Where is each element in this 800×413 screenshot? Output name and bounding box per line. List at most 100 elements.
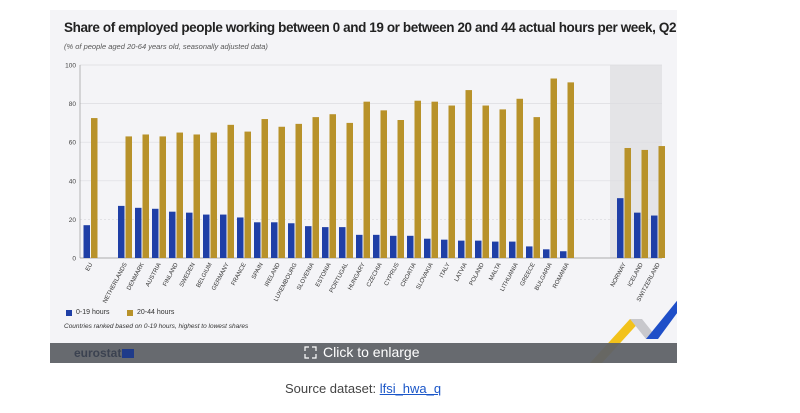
legend-label: 20-44 hours [137, 309, 175, 316]
bar-0-19 [220, 214, 227, 258]
x-tick-label: GREECE [520, 262, 537, 287]
legend-label: 0-19 hours [76, 309, 110, 316]
bar-0-19 [560, 251, 567, 258]
legend-item-20-44: 20-44 hours [127, 309, 174, 316]
bar-20-44 [414, 100, 421, 258]
bar-20-44 [227, 124, 234, 258]
x-tick-label: IRELAND [264, 262, 282, 288]
x-tick-label: FINLAND [162, 262, 180, 288]
bar-20-44 [210, 132, 217, 258]
bar-0-19 [305, 226, 312, 258]
bar-20-44 [193, 134, 200, 258]
bar-20-44 [516, 98, 523, 259]
bar-0-19 [118, 205, 125, 258]
bar-0-19 [651, 215, 658, 258]
bar-20-44 [363, 101, 370, 258]
bar-0-19 [475, 240, 482, 258]
x-tick-label: CYPRUS [384, 262, 401, 287]
bar-20-44 [312, 117, 319, 258]
bar-20-44 [380, 110, 387, 258]
bar-20-44 [244, 131, 251, 258]
chart-subtitle: (% of people aged 20-64 years old, seaso… [64, 42, 268, 51]
bar-0-19 [339, 227, 346, 258]
x-tick-label: ICELAND [627, 262, 645, 288]
bar-0-19 [634, 212, 641, 258]
x-tick-label: AUSTRIA [145, 262, 163, 288]
bar-20-44 [641, 149, 648, 258]
chart-note: Countries ranked based on 0-19 hours, hi… [64, 323, 249, 330]
y-tick-label: 40 [69, 178, 77, 185]
x-tick-label: SLOVENIA [296, 262, 315, 291]
bar-20-44 [624, 147, 631, 258]
bar-20-44 [567, 82, 574, 259]
y-tick-label: 100 [65, 63, 76, 70]
bar-0-19 [407, 235, 414, 258]
bar-20-44 [278, 126, 285, 258]
bar-0-19 [617, 198, 624, 258]
legend-swatch [127, 309, 133, 316]
x-tick-label: ESTONIA [315, 262, 333, 288]
bar-0-19 [441, 239, 448, 258]
bar-20-44 [91, 118, 98, 258]
bar-0-19 [424, 238, 431, 258]
eurostat-logo: eurostat [74, 346, 135, 360]
x-tick-label: LITHUANIA [500, 262, 520, 292]
x-tick-label: ROMANIA [552, 262, 570, 290]
bar-20-44 [448, 105, 455, 258]
chart-image[interactable]: Share of employed people working between… [50, 10, 677, 363]
y-tick-label: 60 [69, 140, 77, 147]
bar-0-19 [237, 217, 244, 258]
bar-0-19 [271, 222, 278, 258]
bar-20-44 [142, 134, 149, 258]
x-tick-label: CROATIA [400, 262, 418, 288]
x-tick-label: MALTA [488, 262, 502, 282]
bar-0-19 [254, 222, 261, 258]
x-tick-label: CZECHIA [366, 262, 384, 288]
x-tick-label: BELGIUM [196, 262, 214, 289]
x-tick-label: SLOVAKIA [416, 262, 435, 291]
bar-20-44 [346, 122, 353, 259]
bar-0-19 [356, 234, 363, 258]
eu-flag-icon [122, 348, 135, 358]
bar-0-19 [203, 214, 210, 258]
bar-0-19 [458, 240, 465, 258]
enlarge-label: Click to enlarge [323, 344, 420, 360]
bar-0-19 [288, 223, 295, 258]
source-line: Source dataset: lfsi_hwa_q [285, 381, 441, 396]
bar-0-19 [390, 235, 397, 258]
x-tick-label: POLAND [469, 262, 486, 287]
x-tick-label: BULGARIA [534, 262, 554, 292]
logo-text: eurostat [74, 346, 122, 360]
bar-0-19 [526, 246, 533, 258]
x-tick-label: ITALY [439, 262, 452, 279]
bar-0-19 [492, 241, 499, 258]
x-tick-label: HUNGARY [347, 262, 366, 291]
expand-icon [304, 345, 317, 359]
enlarge-label-wrap: Click to enlarge [304, 344, 420, 360]
bar-0-19 [169, 211, 176, 258]
bar-0-19 [373, 234, 380, 258]
source-dataset-link[interactable]: lfsi_hwa_q [379, 381, 442, 396]
y-tick-label: 0 [72, 256, 76, 263]
x-tick-label: LATVIA [454, 262, 469, 283]
click-to-enlarge-button[interactable]: eurostat Click to enlarge [50, 343, 677, 363]
bar-20-44 [397, 120, 404, 258]
bar-20-44 [431, 101, 438, 258]
bar-20-44 [176, 132, 183, 258]
x-tick-label: SPAIN [251, 262, 265, 280]
bar-0-19 [135, 207, 142, 258]
bar-20-44 [533, 117, 540, 258]
source-label: Source dataset: [285, 381, 377, 396]
bar-20-44 [159, 136, 166, 258]
bar-0-19 [543, 249, 550, 258]
bar-20-44 [465, 90, 472, 258]
legend-swatch [66, 309, 72, 316]
bar-20-44 [550, 78, 557, 258]
bar-0-19 [83, 225, 90, 258]
bar-20-44 [261, 119, 268, 258]
y-tick-label: 20 [69, 217, 77, 224]
bar-0-19 [509, 241, 516, 258]
y-tick-label: 80 [69, 101, 77, 108]
bar-20-44 [125, 136, 132, 258]
